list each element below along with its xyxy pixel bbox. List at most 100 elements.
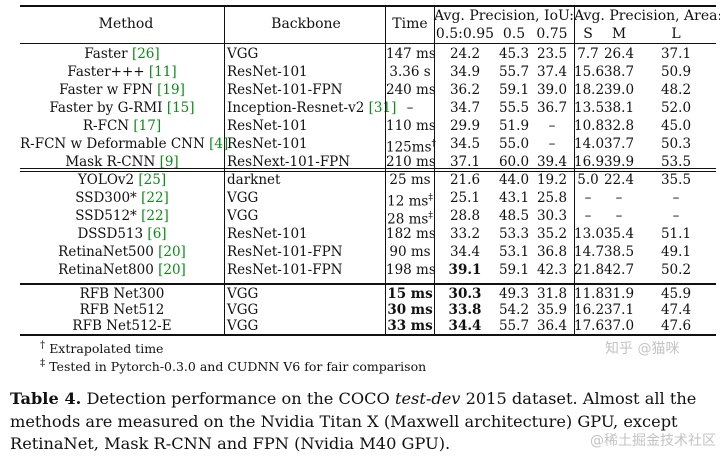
time-value: 90 ms — [389, 244, 431, 260]
time-value: 28 ms — [387, 211, 429, 228]
cell-time: 182 ms — [386, 225, 436, 243]
citation-link[interactable]: [22] — [141, 190, 169, 206]
cell-ap50: 43.1 — [498, 190, 530, 206]
citation-link[interactable]: [25] — [138, 172, 167, 188]
cell-s: 15.6 — [574, 64, 605, 80]
time-value: 125ms — [386, 139, 432, 156]
cell-ap50: 55.0 — [498, 136, 530, 152]
cell-ap: 39.1 — [448, 262, 482, 278]
cell-backbone: ResNet-101-FPN — [227, 243, 385, 261]
cell-method: RFB Net300 — [20, 285, 224, 303]
cell-method: DSSD513 [6] — [20, 225, 224, 243]
cell-s: 11.8 — [574, 286, 605, 302]
cell-method: R-FCN w Deformable CNN [4] — [20, 135, 228, 153]
cell-ap50: 55.7 — [498, 64, 530, 80]
cell-time: 33 ms — [386, 317, 434, 335]
cell-backbone: VGG — [227, 285, 385, 303]
cell-ap75: 25.8 — [536, 190, 568, 206]
cell-ap75: 23.5 — [536, 46, 568, 62]
cell-m: 32.8 — [603, 118, 635, 134]
watermark-zhihu: 知乎 @猫咪 — [605, 341, 680, 357]
cell-l: 49.1 — [660, 244, 692, 260]
cell-ap50: 55.7 — [498, 318, 530, 334]
table-row: RetinaNet500 [20] ResNet-101-FPN 90 ms 34.4… — [0, 243, 720, 261]
header-ap-iou: Avg. Precision, IoU: — [434, 8, 575, 24]
cell-s: – — [584, 208, 592, 224]
cell-l: 50.2 — [660, 262, 692, 278]
cell-time: 3.36 s — [386, 63, 434, 81]
group-rule-1b — [20, 170, 716, 172]
cell-backbone: VGG — [227, 317, 385, 335]
cell-ap50: 59.1 — [498, 82, 530, 98]
cell-s: 7.7 — [577, 46, 599, 62]
cell-l: 37.1 — [660, 46, 692, 62]
cell-ap: 30.3 — [448, 286, 482, 302]
cell-ap50: 49.3 — [498, 286, 530, 302]
cell-s: 16.9 — [574, 154, 605, 170]
backbone-name: darknet — [227, 172, 281, 188]
citation-link[interactable]: [15] — [166, 100, 195, 116]
method-name: RetinaNet800 — [58, 262, 154, 278]
cell-method: RetinaNet800 [20] — [20, 261, 224, 279]
time-footnote-mark: ‡ — [428, 193, 433, 203]
method-name: Faster by G-RMI — [49, 100, 163, 116]
method-name: RetinaNet500 — [58, 244, 154, 260]
cell-l: 50.3 — [660, 136, 692, 152]
citation-link[interactable]: [11] — [148, 64, 177, 80]
header-backbone: Backbone — [271, 16, 341, 32]
cell-method: RetinaNet500 [20] — [20, 243, 224, 261]
footnote-mark-dagger: † — [40, 339, 46, 351]
cell-ap: 24.2 — [449, 46, 481, 62]
cell-m: 22.4 — [603, 172, 635, 188]
cell-time: 25 ms — [386, 171, 434, 189]
vrule-ap — [434, 5, 435, 335]
citation-link[interactable]: [19] — [157, 82, 185, 98]
cell-s: 14.7 — [574, 244, 605, 260]
cell-ap50: 45.3 — [498, 46, 530, 62]
cell-time: 198 ms — [386, 261, 436, 279]
header-sub-l: L — [671, 26, 681, 42]
citation-link[interactable]: [17] — [133, 118, 162, 134]
cell-backbone: Inception-Resnet-v2 [31] — [227, 99, 396, 117]
backbone-name: VGG — [227, 208, 259, 224]
backbone-name: VGG — [227, 302, 259, 318]
cell-ap75: 19.2 — [536, 172, 568, 188]
cell-s: 17.6 — [574, 318, 605, 334]
citation-link[interactable]: [26] — [131, 46, 160, 62]
table-row: Faster+++ [11] ResNet-101 3.36 s 34.9 55.7 37… — [0, 63, 720, 81]
citation-link[interactable]: [4] — [209, 136, 229, 152]
cell-backbone: VGG — [227, 207, 385, 225]
cell-method: RFB Net512-E — [20, 317, 224, 335]
cell-method: Mask R-CNN [9] — [20, 153, 224, 171]
citation-link[interactable]: [9] — [159, 154, 179, 170]
footnote-pytorch: ‡ Tested in Pytorch-0.3.0 and CUDNN V6 f… — [40, 357, 426, 374]
citation-link[interactable]: [20] — [158, 244, 186, 260]
caption-italic: test-dev — [394, 389, 461, 408]
cell-ap75: 30.3 — [536, 208, 568, 224]
citation-link[interactable]: [22] — [141, 208, 169, 224]
cell-ap75: 36.8 — [536, 244, 568, 260]
time-value: 240 ms — [386, 82, 436, 98]
cell-m: 37.0 — [603, 318, 635, 334]
time-footnote-mark: † — [432, 139, 437, 149]
method-name: Mask R-CNN — [65, 154, 156, 170]
time-value: 182 ms — [386, 226, 436, 242]
cell-method: YOLOv2 [25] — [20, 171, 224, 189]
method-name: Faster+++ — [67, 64, 145, 80]
cell-s: 13.0 — [574, 226, 605, 242]
cell-time: 30 ms — [386, 301, 434, 319]
citation-link[interactable]: [31] — [368, 100, 397, 116]
cell-l: – — [672, 208, 680, 224]
cell-time: 110 ms — [386, 117, 436, 135]
vrule-time — [385, 5, 386, 335]
header-sub-ap: 0.5:0.95 — [435, 26, 495, 42]
footnote-extrapolated: † Extrapolated time — [40, 339, 163, 356]
cell-m: – — [615, 208, 623, 224]
cell-s: – — [584, 190, 592, 206]
method-name: Faster — [84, 46, 128, 62]
caption-label: Table 4. — [10, 389, 82, 408]
citation-link[interactable]: [20] — [158, 262, 186, 278]
citation-link[interactable]: [6] — [147, 226, 167, 242]
time-value: 210 ms — [386, 154, 436, 170]
cell-l: 35.5 — [660, 172, 692, 188]
